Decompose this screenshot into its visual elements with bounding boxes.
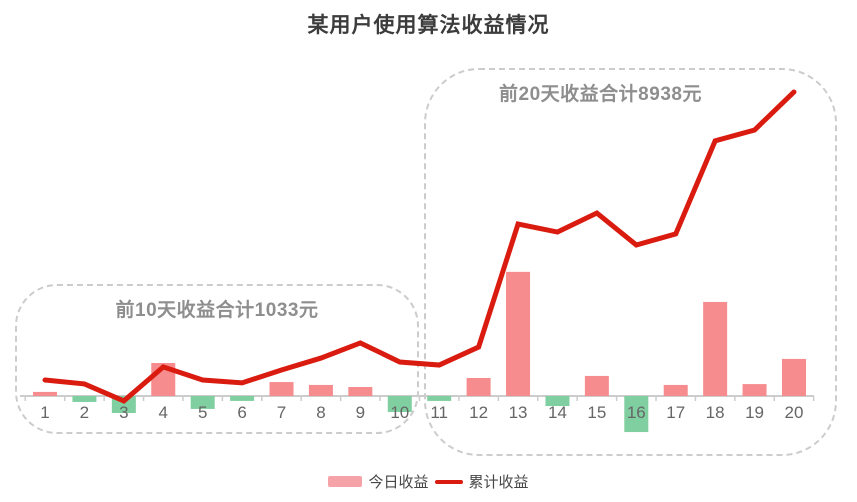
annotation-label-first20-total: 前20天收益合计8938元 <box>499 84 702 105</box>
x-tick-label-day-15: 15 <box>587 403 606 422</box>
bar-series-swatch-icon <box>328 476 363 487</box>
x-tick-label-day-20: 20 <box>785 403 804 422</box>
daily-profit-bar-day-15[interactable] <box>584 375 609 396</box>
x-tick-label-day-14: 14 <box>548 403 567 422</box>
x-tick-label-day-18: 18 <box>706 403 725 422</box>
x-tick-label-day-5: 5 <box>198 403 207 422</box>
x-tick-label-day-7: 7 <box>277 403 286 422</box>
daily-profit-bar-day-9[interactable] <box>348 386 373 396</box>
annotation-box-first10-days: 前10天收益合计1033元 <box>15 284 419 434</box>
annotation-box-first20-days: 前20天收益合计8938元 <box>424 68 837 456</box>
x-tick-label-day-16: 16 <box>627 403 646 422</box>
daily-profit-bar-day-17[interactable] <box>663 384 688 396</box>
x-tick-label-day-2: 2 <box>80 403 89 422</box>
x-tick-label-day-8: 8 <box>316 403 325 422</box>
legend-item-daily-profit[interactable]: 今日收益 <box>328 471 429 492</box>
legend-label-cumulative-profit: 累计收益 <box>468 474 529 491</box>
x-tick-label-day-11: 11 <box>430 403 448 422</box>
chart-legend: 今日收益 累计收益 <box>0 471 857 492</box>
x-tick-label-day-19: 19 <box>745 403 764 422</box>
x-tick-label-day-12: 12 <box>469 403 488 422</box>
daily-profit-bar-day-5[interactable] <box>190 396 215 409</box>
daily-profit-bar-day-19[interactable] <box>742 384 767 396</box>
daily-profit-bar-day-14[interactable] <box>545 396 570 407</box>
daily-profit-bar-day-20[interactable] <box>781 358 806 396</box>
daily-profit-bar-day-16[interactable] <box>624 396 649 433</box>
x-tick-label-day-10: 10 <box>390 403 409 422</box>
daily-profit-bar-day-7[interactable] <box>269 382 294 396</box>
x-tick-label-day-17: 17 <box>666 403 685 422</box>
x-tick-label-day-4: 4 <box>159 403 168 422</box>
daily-profit-bar-day-8[interactable] <box>308 384 333 396</box>
x-tick-label-day-13: 13 <box>509 403 528 422</box>
x-tick-label-day-9: 9 <box>356 403 365 422</box>
x-tick-label-day-1: 1 <box>40 403 49 422</box>
daily-profit-bar-day-6[interactable] <box>230 396 255 401</box>
x-tick-label-day-3: 3 <box>119 403 128 422</box>
daily-profit-bar-day-1[interactable] <box>33 391 57 396</box>
legend-label-daily-profit: 今日收益 <box>368 474 429 491</box>
legend-item-cumulative-profit[interactable]: 累计收益 <box>434 471 529 492</box>
annotation-label-first10-total: 前10天收益合计1033元 <box>115 300 319 321</box>
cumulative-profit-line <box>42 89 797 404</box>
daily-profit-bar-day-18[interactable] <box>703 301 728 396</box>
daily-profit-bar-day-10[interactable] <box>387 396 412 412</box>
line-series-swatch-icon <box>434 479 463 484</box>
daily-profit-bar-day-13[interactable] <box>506 271 531 396</box>
daily-profit-bar-day-12[interactable] <box>466 377 491 396</box>
daily-profit-bar-day-11[interactable] <box>427 396 452 401</box>
daily-profit-bar-day-2[interactable] <box>72 396 97 402</box>
x-tick-label-day-6: 6 <box>237 403 246 422</box>
chart-title: 某用户使用算法收益情况 <box>307 14 550 37</box>
